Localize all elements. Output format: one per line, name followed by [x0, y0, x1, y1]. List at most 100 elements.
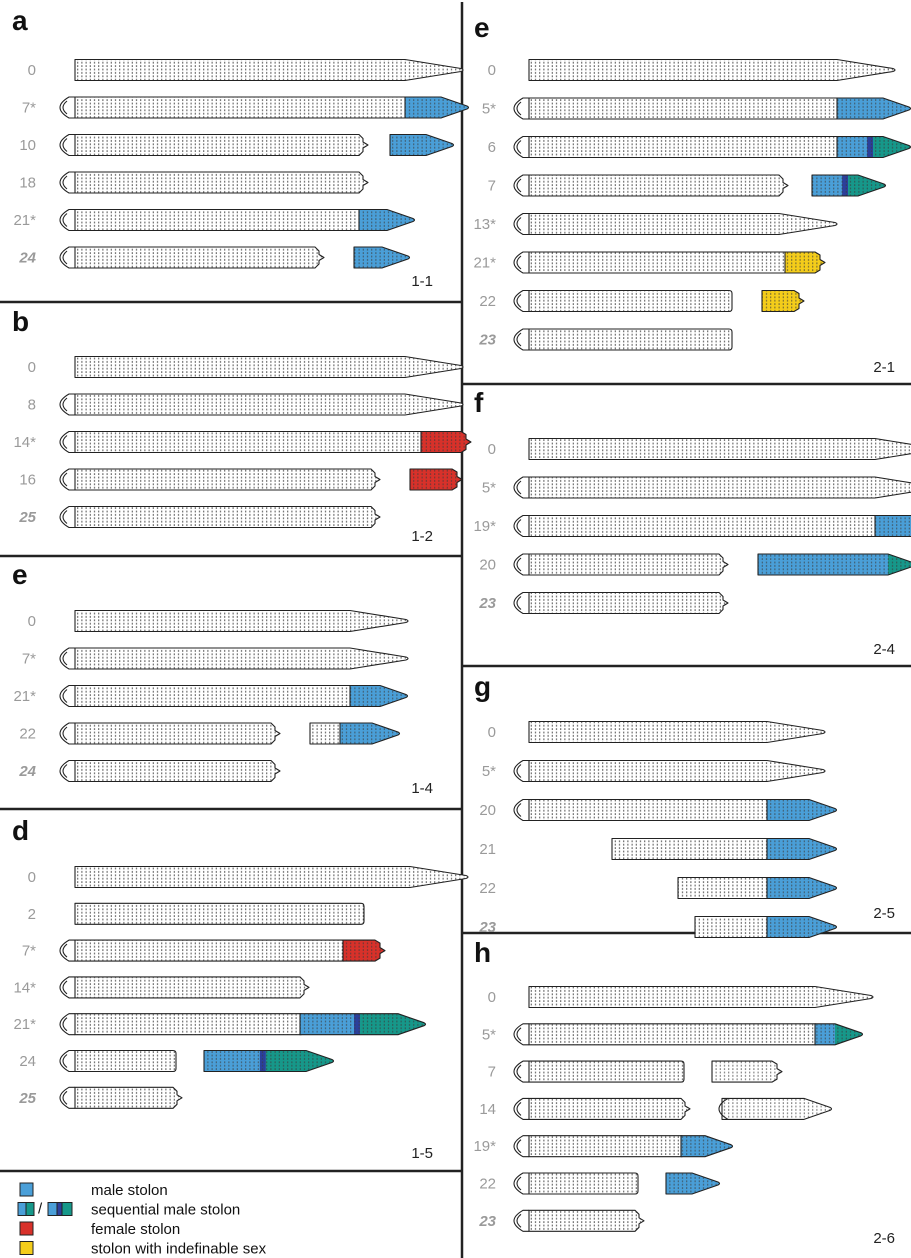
worm-body: [59, 647, 409, 670]
worm-body: [59, 684, 354, 708]
day-label: 21*: [13, 212, 36, 229]
stolon-attached: [358, 208, 416, 232]
worm-body: [513, 1023, 819, 1046]
day-label: 22: [479, 1176, 496, 1193]
worm-row-day-25: 25: [18, 505, 381, 529]
day-label: 2: [28, 906, 36, 923]
worm-body: [513, 212, 838, 236]
day-label: 20: [479, 557, 496, 574]
worm-body: [74, 609, 409, 633]
day-label: 0: [488, 989, 496, 1006]
day-label: 10: [19, 137, 36, 154]
stolon-attached: [420, 430, 472, 454]
worm-body: [513, 476, 911, 499]
stolon-attached: [836, 97, 911, 120]
worm-body: [513, 251, 789, 274]
day-label: 22: [479, 293, 496, 310]
stolon-attached: [299, 1013, 427, 1036]
worm-body: [59, 393, 464, 416]
panel-code: 2-6: [873, 1230, 895, 1247]
worm-body: [513, 1097, 691, 1120]
worm-body: [513, 174, 789, 197]
worm-body: [677, 876, 771, 900]
day-label: 6: [488, 139, 496, 156]
panel-code: 2-4: [873, 641, 895, 658]
worm-body: [513, 289, 733, 313]
legend-separator: /: [38, 1201, 43, 1218]
worm-body: [513, 328, 733, 351]
panel-letter: e: [474, 12, 490, 43]
worm-row-day-0: 0: [488, 720, 826, 744]
legend: male stolon / sequential male stolon female…: [17, 1182, 267, 1258]
day-label: 22: [479, 880, 496, 897]
worm-row-day-21star: 21*: [13, 1013, 427, 1036]
worm-body: [513, 1060, 685, 1083]
worm-row-day-0: 0: [488, 437, 911, 461]
worm-body: [59, 505, 381, 529]
worm-row-day-13star: 13*: [473, 212, 838, 236]
day-label: 16: [19, 472, 36, 489]
worm-body: [74, 902, 365, 925]
worm-row-day-21star: 21*: [13, 208, 416, 232]
worm-row-day-23: 23: [478, 591, 729, 615]
worm-body: [528, 58, 896, 82]
stolon-detached: [353, 246, 411, 269]
panel-g-2-5: g 2-5 0 5* 20 21 22 23: [474, 671, 895, 939]
day-label: 0: [28, 613, 36, 630]
worm-row-day-18: 18: [19, 171, 369, 194]
worm-row-day-20: 20: [479, 798, 838, 822]
stolon-detached: [761, 289, 805, 313]
stolon-attached: [814, 1023, 864, 1046]
day-label: 7*: [22, 651, 36, 668]
worm-row-day-6: 6: [488, 135, 911, 159]
day-label: 7: [488, 178, 496, 195]
worm-row-day-24: 24: [18, 759, 281, 783]
panel-d-1-5: d 1-5 0 2 7* 14* 21* 24 25: [12, 815, 469, 1162]
day-label: 7: [488, 1064, 496, 1081]
worm-row-day-14star: 14*: [13, 976, 310, 999]
day-label: 23: [478, 332, 496, 349]
panel-f-2-4: f 2-4 0 5* 19* 20 23: [473, 387, 911, 658]
panel-letter: d: [12, 815, 29, 846]
stolon-detached: [757, 553, 911, 576]
worm-body: [74, 865, 469, 889]
day-label: 21*: [13, 1016, 36, 1033]
worm-body: [611, 837, 771, 861]
panel-code: 1-1: [411, 273, 433, 290]
worm-row-day-21star: 21*: [13, 684, 409, 708]
stolon-detached: [718, 1097, 833, 1120]
worm-row-day-2: 2: [28, 902, 365, 925]
panel-letter: g: [474, 671, 491, 702]
day-label: 14*: [13, 434, 36, 451]
day-label: 7*: [22, 943, 36, 960]
panel-letter: h: [474, 937, 491, 968]
worm-row-day-10: 10: [19, 133, 455, 157]
worm-row-day-20: 20: [479, 553, 911, 576]
worm-row-day-7star: 7*: [22, 647, 409, 670]
worm-body: [59, 171, 369, 194]
worm-body: [59, 1086, 183, 1109]
stolon-attached: [784, 251, 826, 274]
worm-body: [59, 133, 369, 157]
worm-body: [59, 1013, 304, 1036]
stolon-attached: [342, 939, 386, 962]
day-label: 18: [19, 175, 36, 192]
panel-letter: e: [12, 559, 28, 590]
worm-body: [59, 759, 281, 783]
day-label: 0: [488, 724, 496, 741]
worm-row-day-24: 24: [18, 246, 411, 269]
day-label: 23: [478, 595, 496, 612]
worm-body: [59, 208, 363, 232]
worm-row-day-7star: 7*: [22, 939, 386, 962]
worm-row-day-5star: 5*: [482, 476, 911, 499]
panel-code: 1-2: [411, 528, 433, 545]
day-label: 0: [28, 869, 36, 886]
day-label: 21*: [13, 688, 36, 705]
legend-label: sequential male stolon: [91, 1202, 240, 1219]
worm-body: [59, 246, 325, 269]
worm-row-day-21star: 21*: [473, 251, 826, 274]
stolon-attached: [680, 1135, 734, 1158]
day-label: 20: [479, 802, 496, 819]
